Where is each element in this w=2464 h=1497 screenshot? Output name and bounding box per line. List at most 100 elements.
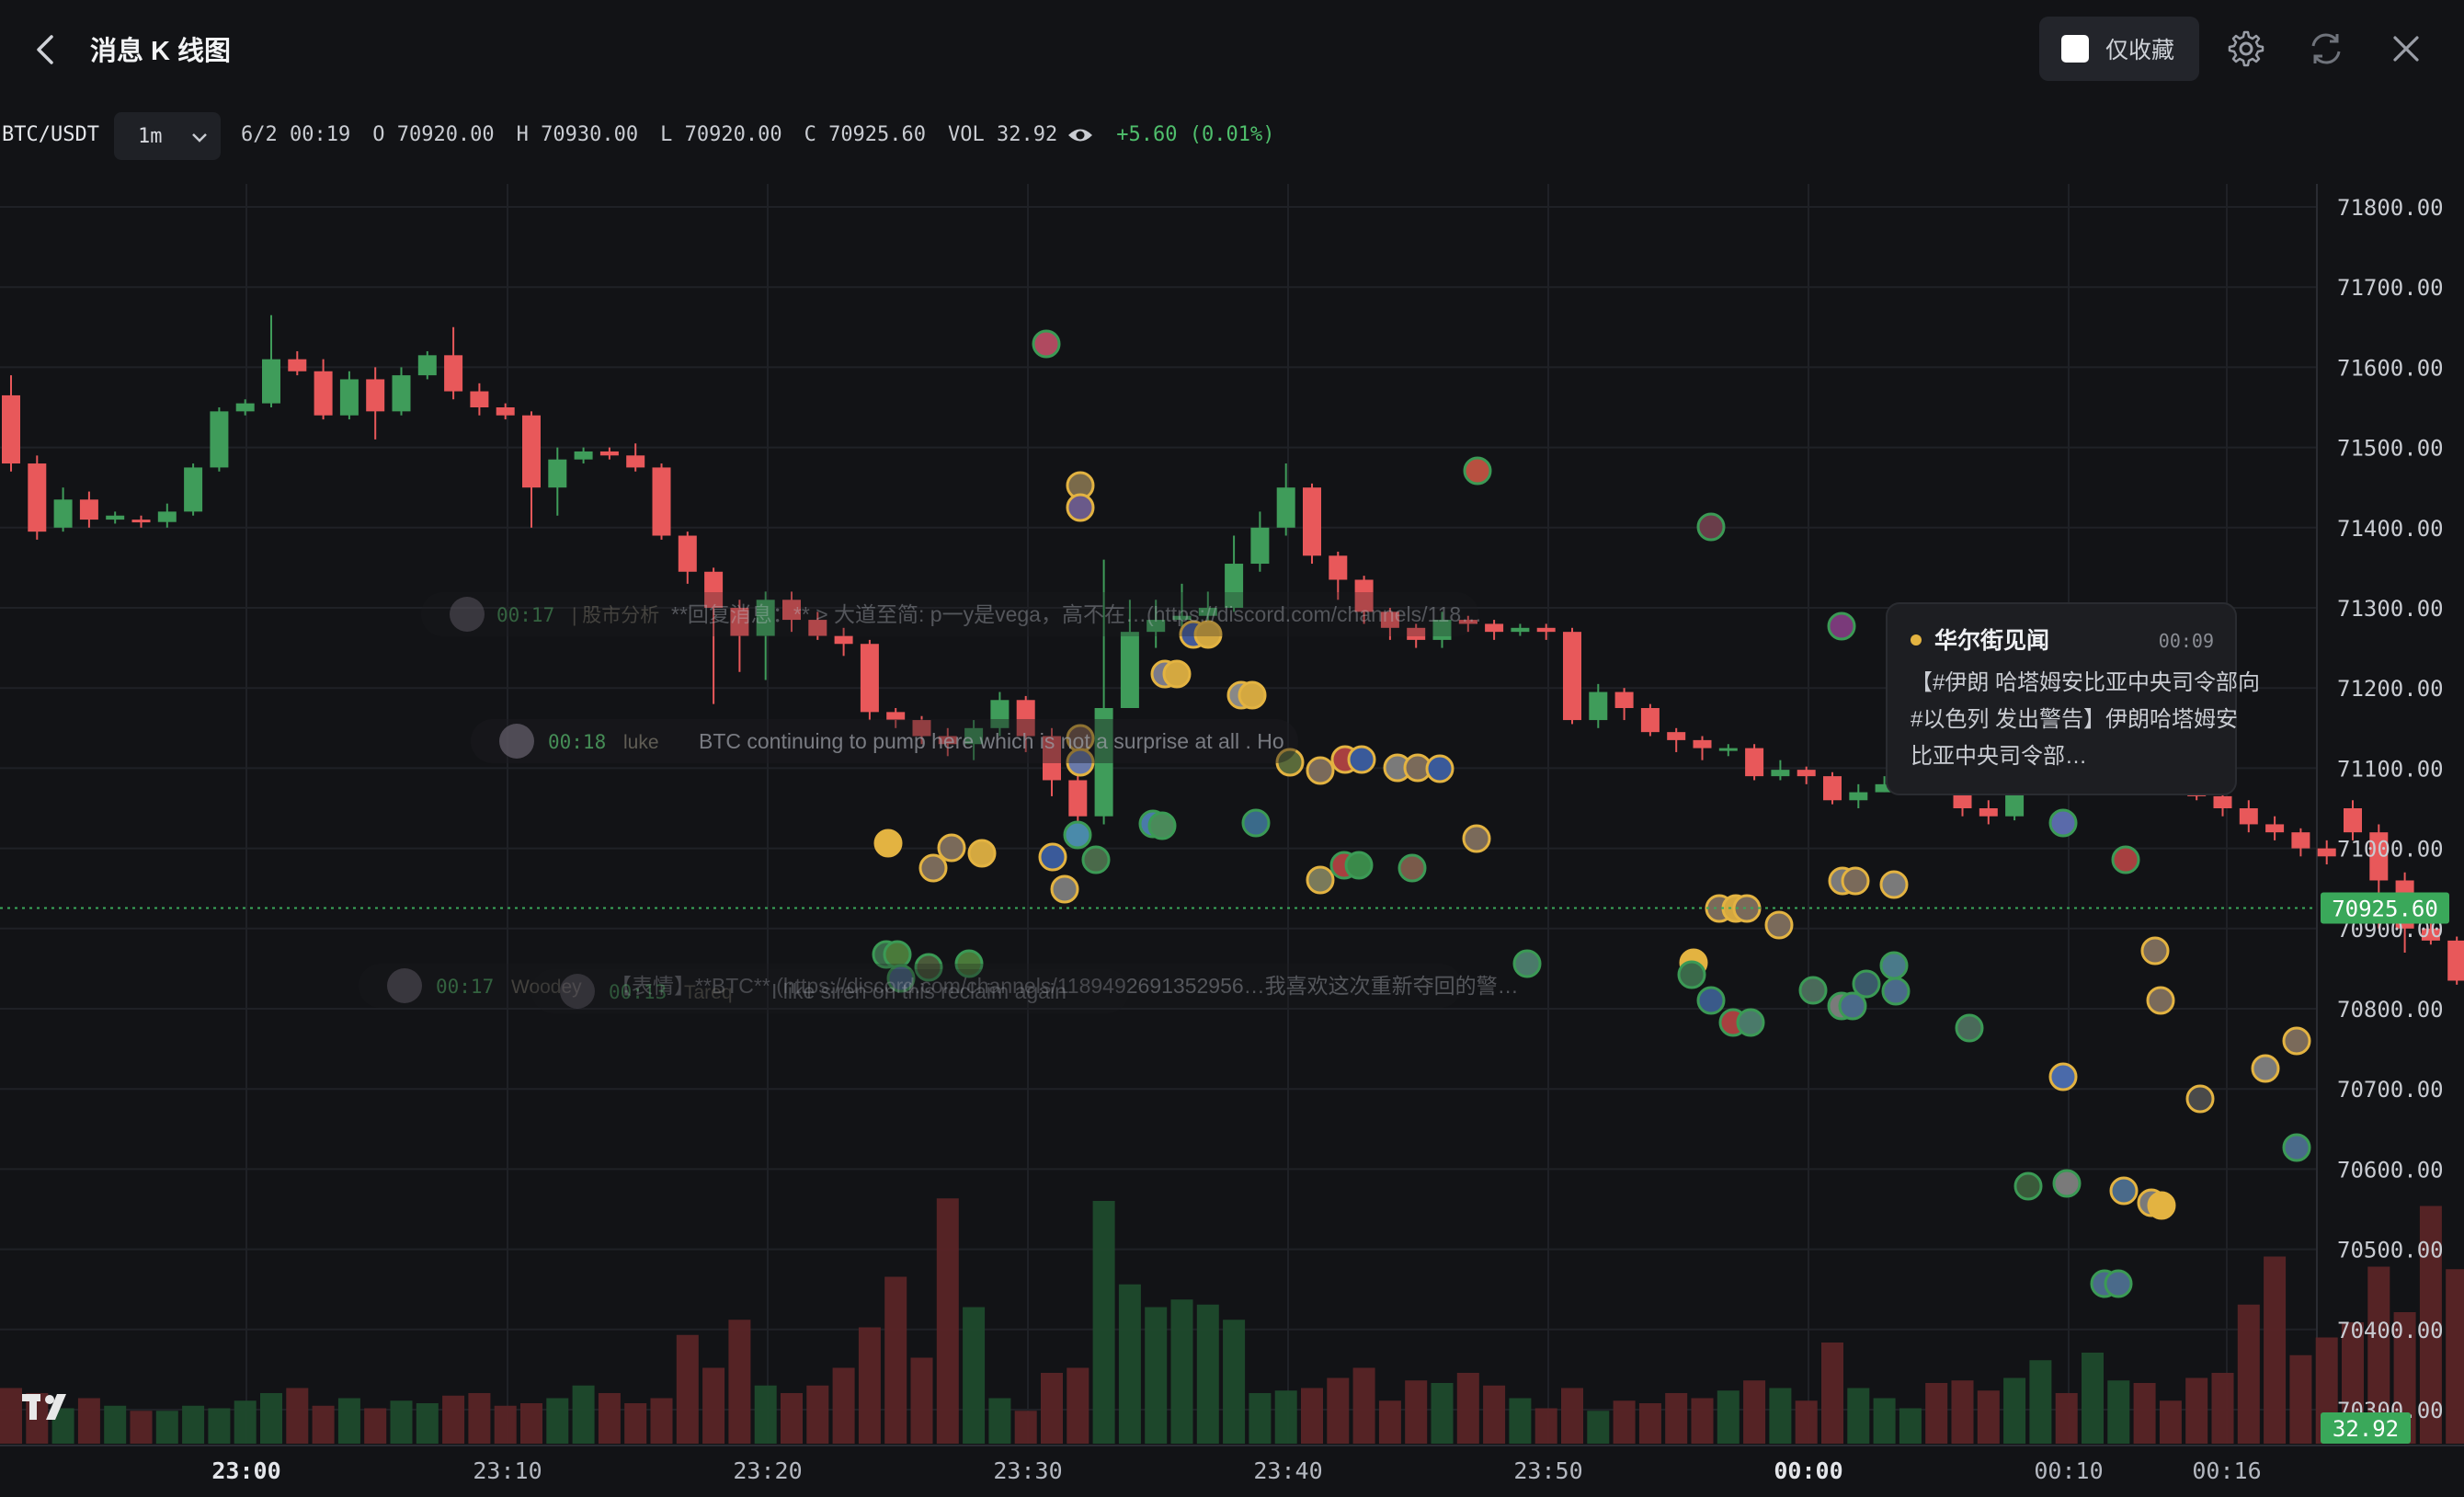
candle-body[interactable] [1407, 627, 1426, 640]
news-marker[interactable] [1881, 977, 1911, 1006]
news-marker[interactable] [2111, 845, 2140, 874]
candle-body[interactable] [2447, 940, 2464, 981]
news-marker[interactable] [1764, 910, 1794, 940]
news-marker[interactable] [1306, 865, 1335, 895]
candle-body[interactable] [210, 411, 229, 468]
news-marker[interactable] [918, 853, 948, 883]
news-marker[interactable] [2282, 1133, 2311, 1162]
candle-body[interactable] [1198, 608, 1217, 616]
candle-body[interactable] [2213, 795, 2232, 808]
news-marker[interactable] [1677, 960, 1706, 989]
candle-body[interactable] [1563, 632, 1581, 721]
candle-body[interactable] [1771, 770, 1790, 777]
candle-body[interactable] [2239, 808, 2258, 825]
news-marker[interactable] [2052, 1169, 2082, 1198]
interval-select[interactable]: 1m [114, 112, 221, 160]
candle-body[interactable] [2291, 832, 2310, 849]
news-marker[interactable] [1275, 748, 1305, 777]
news-marker[interactable] [1081, 845, 1111, 874]
candle-body[interactable] [1172, 615, 1192, 621]
news-marker[interactable] [1050, 874, 1079, 904]
candle-body[interactable] [366, 379, 385, 412]
candle-body[interactable] [1380, 611, 1399, 628]
news-marker[interactable] [1462, 824, 1491, 853]
news-marker[interactable] [2146, 986, 2175, 1015]
candle-body[interactable] [2369, 832, 2389, 881]
candle-body[interactable] [1979, 808, 1998, 817]
news-marker[interactable] [914, 953, 943, 982]
settings-button[interactable] [2225, 28, 2267, 70]
news-marker[interactable] [1879, 951, 1909, 980]
candle-body[interactable] [1432, 620, 1452, 640]
candle-body[interactable] [1276, 487, 1295, 528]
close-button[interactable] [2385, 28, 2427, 70]
back-button[interactable] [26, 28, 66, 72]
candle-body[interactable] [1823, 776, 1842, 801]
trading-pair[interactable]: BTC/USDT [2, 123, 99, 146]
candle-body[interactable] [1146, 620, 1166, 633]
candle-body[interactable] [652, 467, 671, 536]
candle-body[interactable] [1511, 627, 1530, 633]
favorites-only-toggle[interactable]: 仅收藏 [2039, 17, 2199, 81]
news-marker[interactable] [937, 833, 966, 863]
candle-body[interactable] [964, 727, 984, 745]
candle-body[interactable] [1693, 739, 1712, 748]
candle-body[interactable] [912, 720, 931, 737]
news-row[interactable]: 00:18 luke BTC continuing to pump here whi… [471, 719, 1298, 763]
news-marker[interactable] [1397, 853, 1427, 883]
candle-body[interactable] [808, 620, 827, 636]
candle-body[interactable] [756, 600, 775, 636]
news-marker[interactable] [2048, 808, 2078, 838]
candle-body[interactable] [1329, 555, 1348, 580]
news-marker[interactable] [1344, 851, 1374, 880]
news-marker[interactable] [967, 839, 997, 868]
news-row[interactable]: 00:17 | 股市分析 **回复消息：** > 大道至简: p一y是vega，高不… [421, 592, 1482, 636]
news-marker[interactable] [1512, 949, 1542, 978]
news-marker[interactable] [1193, 620, 1223, 649]
news-marker[interactable] [2104, 1269, 2133, 1298]
candle-body[interactable] [470, 391, 489, 407]
candle-body[interactable] [1120, 632, 1139, 708]
candle-body[interactable] [599, 451, 619, 456]
news-marker[interactable] [2251, 1054, 2280, 1083]
refresh-button[interactable] [2305, 28, 2347, 70]
favorites-only-checkbox[interactable] [2061, 35, 2089, 63]
news-marker[interactable] [1841, 866, 1870, 896]
news-marker[interactable] [886, 964, 916, 993]
candle-body[interactable] [1745, 748, 1764, 777]
news-marker[interactable] [2048, 1062, 2078, 1091]
candle-body[interactable] [53, 499, 73, 528]
news-row[interactable]: 00:17 Woodey 【表情】**BTC** (https://discord.… [359, 964, 1519, 1008]
news-marker[interactable] [1696, 986, 1726, 1015]
candle-body[interactable] [1485, 623, 1504, 633]
news-marker[interactable] [1838, 991, 1867, 1021]
news-marker[interactable] [1238, 680, 1267, 710]
candle-body[interactable] [2344, 808, 2362, 833]
news-marker[interactable] [873, 828, 903, 858]
candle-body[interactable] [938, 736, 957, 745]
candle-body[interactable] [2421, 928, 2440, 941]
candle-body[interactable] [444, 355, 463, 392]
candle-body[interactable] [730, 608, 749, 636]
candle-body[interactable] [1016, 700, 1035, 737]
news-row[interactable]: 00:13 Tareq I like siren on this reclaim a… [531, 969, 1129, 1013]
candle-body[interactable] [1718, 748, 1738, 751]
news-marker[interactable] [1066, 748, 1095, 777]
candle-body[interactable] [704, 571, 724, 608]
candle-body[interactable] [339, 379, 359, 416]
news-tooltip[interactable]: 华尔街见闻 00:09 【#伊朗 哈塔姆安比亚中央司令部向 #以色列 发出警告】伊朗… [1886, 602, 2260, 795]
candle-body[interactable] [548, 459, 567, 488]
news-marker[interactable] [2013, 1171, 2043, 1201]
candle-body[interactable] [1043, 736, 1061, 781]
candle-body[interactable] [1250, 527, 1270, 565]
candle-body[interactable] [574, 451, 593, 460]
news-marker[interactable] [1063, 820, 1092, 850]
news-marker[interactable] [1736, 1008, 1765, 1037]
news-marker[interactable] [1827, 611, 1856, 641]
news-marker[interactable] [1852, 969, 1881, 999]
news-marker[interactable] [1306, 756, 1335, 785]
candle-body[interactable] [28, 463, 47, 532]
candle-body[interactable] [2317, 848, 2336, 857]
news-marker[interactable] [1879, 870, 1909, 899]
